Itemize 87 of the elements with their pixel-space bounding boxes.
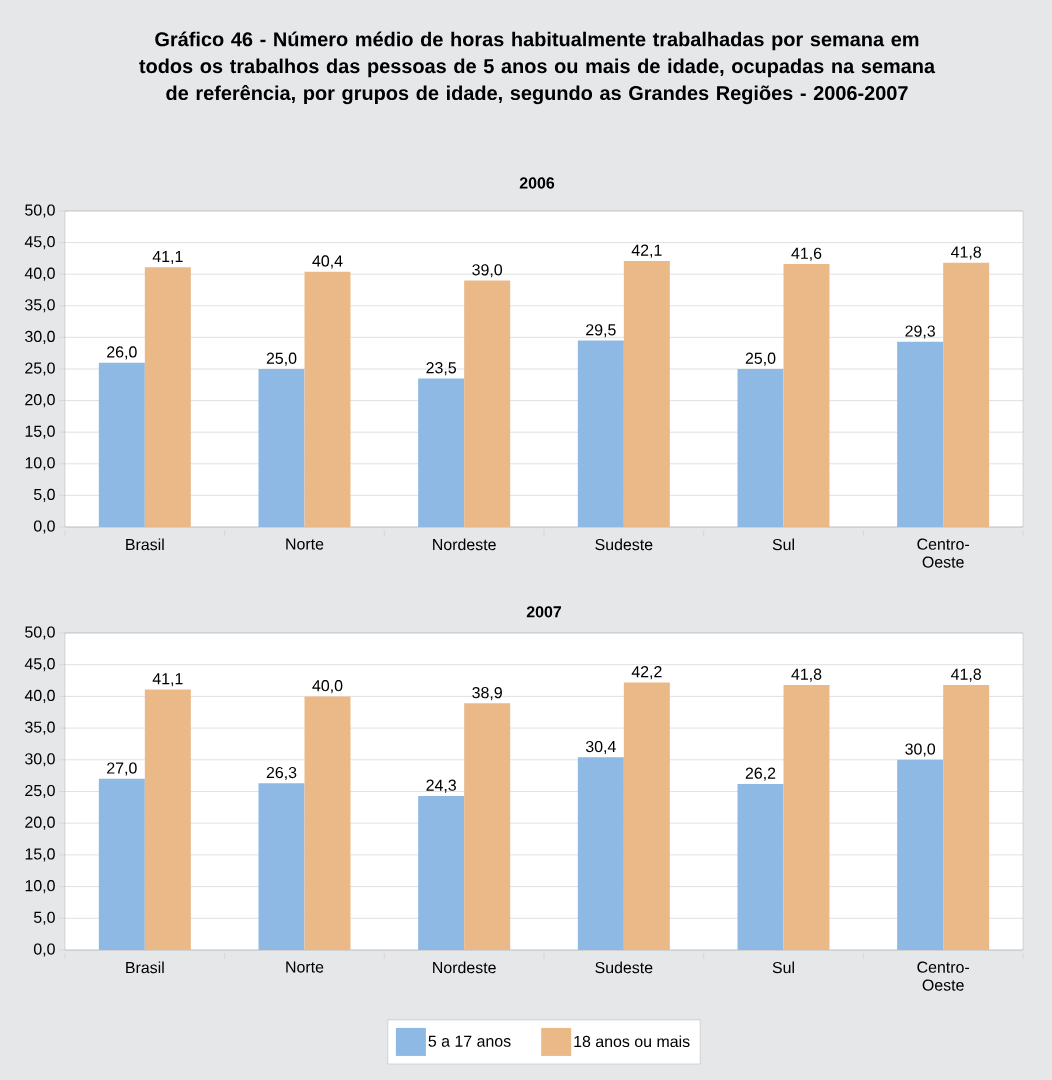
data-label: 40,0 xyxy=(312,680,343,694)
data-label: 39,0 xyxy=(472,264,503,278)
bar xyxy=(418,795,465,950)
bar xyxy=(577,340,624,527)
x-tick-label: Norte xyxy=(286,961,324,973)
bar xyxy=(304,696,351,950)
legend-label: 5 a 17 anos xyxy=(428,1035,511,1047)
y-tick-label: 0,0 xyxy=(33,520,55,534)
y-tick-label: 15,0 xyxy=(25,425,55,439)
bar xyxy=(783,684,830,950)
y-tick-label: 45,0 xyxy=(24,236,55,250)
bar xyxy=(418,378,465,527)
bar xyxy=(737,783,784,950)
bar xyxy=(783,264,830,527)
y-tick-label: 45,0 xyxy=(24,658,55,672)
y-tick-label: 30,0 xyxy=(25,753,55,767)
y-tick-label: 50,0 xyxy=(25,626,55,640)
data-label: 26,3 xyxy=(266,766,297,781)
bar xyxy=(258,368,305,527)
data-label: 24,3 xyxy=(426,779,456,793)
data-label: 26,0 xyxy=(107,346,137,360)
data-label: 42,1 xyxy=(631,244,662,258)
chart-title: 2007 xyxy=(526,606,562,618)
bar xyxy=(144,267,191,527)
data-label: 25,0 xyxy=(266,352,297,366)
data-label: 41,8 xyxy=(951,668,981,682)
bar xyxy=(258,783,305,950)
x-tick-label: Brasil xyxy=(126,538,164,551)
chart-subtitle: 2006 xyxy=(519,177,555,189)
data-label: 27,0 xyxy=(107,762,137,776)
bar xyxy=(98,778,145,950)
x-tick-label: Norte xyxy=(286,538,324,550)
data-label: 30,4 xyxy=(585,740,616,755)
bar xyxy=(943,684,990,950)
data-label: 41,6 xyxy=(791,247,822,261)
data-label: 42,2 xyxy=(631,666,662,680)
bar xyxy=(464,280,511,527)
data-label: 38,9 xyxy=(472,687,502,701)
y-tick-label: 30,0 xyxy=(25,330,55,344)
y-tick-label: 10,0 xyxy=(25,880,55,894)
bar xyxy=(577,757,624,950)
y-tick-label: 25,0 xyxy=(25,362,55,376)
bar xyxy=(98,362,145,527)
data-label: 40,4 xyxy=(312,255,343,269)
data-label: 30,0 xyxy=(905,743,936,757)
data-label: 41,1 xyxy=(152,673,183,687)
legend-label: 18 anos ou mais xyxy=(574,1035,690,1048)
data-label: 41,8 xyxy=(791,668,822,682)
data-label: 41,1 xyxy=(152,251,183,265)
y-tick-label: 20,0 xyxy=(25,816,55,830)
data-label: 25,0 xyxy=(745,352,776,366)
x-tick-label: Sul xyxy=(772,538,794,551)
y-tick-label: 15,0 xyxy=(25,848,55,862)
x-tick-label: Brasil xyxy=(126,961,164,974)
bar xyxy=(897,341,944,527)
y-tick-label: 40,0 xyxy=(24,689,55,703)
bar xyxy=(464,703,511,950)
y-tick-label: 5,0 xyxy=(33,488,55,502)
x-tick-label: Nordeste xyxy=(433,961,496,974)
bar xyxy=(623,682,670,950)
data-label: 29,3 xyxy=(905,325,935,339)
x-tick-label: Nordeste xyxy=(433,538,496,551)
data-label: 41,8 xyxy=(951,246,981,260)
y-tick-label: 35,0 xyxy=(25,299,55,313)
x-tick-label: Centro-Oeste xyxy=(917,538,970,568)
y-tick-label: 20,0 xyxy=(25,394,55,408)
bar xyxy=(737,368,784,527)
x-tick-label: Centro-Oeste xyxy=(917,961,970,991)
data-label: 26,2 xyxy=(745,767,776,781)
x-tick-label: Sul xyxy=(772,961,794,974)
bar xyxy=(897,759,944,950)
bar xyxy=(304,271,351,527)
chart-title: Gráfico 46 - Número médio de horas habitualmente trabalhadas por semana em todos os trabalhos das pessoas de 5 anos ou mais de idade, ocupadas na semana de referência, por grupos de idade, segundo as Grandes Regiões - 2006-2007 xyxy=(139,31,936,105)
bar xyxy=(623,260,670,527)
x-tick-label: Sudeste xyxy=(595,538,653,551)
data-label: 29,5 xyxy=(586,324,616,338)
x-tick-label: Sudeste xyxy=(595,961,653,974)
bar xyxy=(943,262,990,527)
y-tick-label: 50,0 xyxy=(25,204,55,218)
y-tick-label: 10,0 xyxy=(25,457,55,471)
bar xyxy=(144,689,191,950)
y-tick-label: 35,0 xyxy=(25,721,55,735)
y-tick-label: 40,0 xyxy=(24,267,55,281)
data-label: 23,5 xyxy=(426,362,456,376)
y-tick-label: 5,0 xyxy=(33,911,55,925)
y-tick-label: 0,0 xyxy=(33,943,55,957)
y-tick-label: 25,0 xyxy=(25,784,55,799)
